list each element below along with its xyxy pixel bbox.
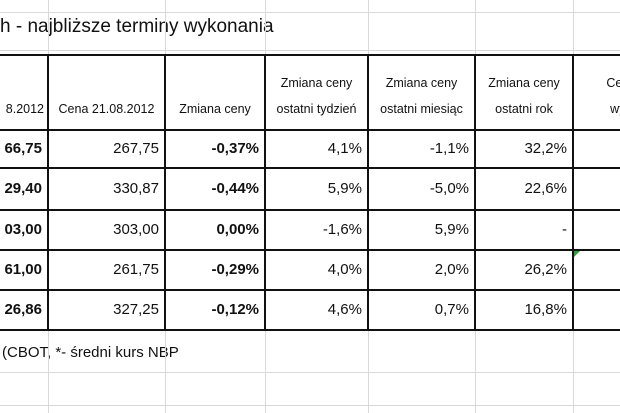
table-cell: -1,6% [322,221,362,238]
table-border [0,54,620,56]
header-line: ostatni miesiąc [380,102,463,116]
gridline [0,405,620,406]
header-cell: Cena 21.08.2012 [48,55,165,130]
footnote: (CBOT, *- średni kurs NBP [2,344,179,361]
gridline [573,0,574,413]
header-line: Zmiana ceny [488,76,560,90]
table-cell: -0,37% [211,140,259,157]
table-border [0,209,620,211]
table-cell: -0,29% [211,261,259,278]
table-cell: 5,9% [434,221,469,238]
table-cell: 327,25 [113,301,159,318]
table-border [264,55,266,330]
table-border [0,167,620,169]
header-line: Zmiana ceny [179,102,251,116]
header-cell: Cena 2 wyraz [573,55,620,130]
table-border [0,329,620,331]
table-cell: 0,00% [216,221,259,238]
table-cell: 330,87 [113,180,159,197]
gridline [0,12,620,13]
table-cell: 66,75 [4,140,42,157]
table-cell: - [562,221,567,238]
table-border [572,55,574,330]
table-border [0,129,620,131]
header-line: Cena 2 [606,76,620,90]
table-cell: 03,00 [4,221,42,238]
sheet-title: h - najbliższe terminy wykonania [0,16,274,37]
gridline [475,0,476,413]
header-cell: Zmiana ceny ostatni rok [475,55,573,130]
gridline [48,0,49,413]
table-cell: 4,1% [327,140,362,157]
header-line: wyraz [610,102,620,116]
table-border [367,55,369,330]
header-line: 8.2012 [5,102,44,116]
gridline [0,50,620,51]
header-cell: Zmiana ceny ostatni miesiąc [368,55,475,130]
header-cell: Zmiana ceny ostatni tydzień [265,55,368,130]
table-border [164,55,166,330]
table-cell: -1,1% [429,140,469,157]
table-cell: -0,44% [211,180,259,197]
table-cell: 267,75 [113,140,159,157]
table-cell: 5,9% [327,180,362,197]
table-cell: 61,00 [4,261,42,278]
header-cell: Zmiana ceny [165,55,265,130]
table-cell: 2,0% [434,261,469,278]
header-line: ostatni tydzień [276,102,357,116]
gridline [0,372,620,373]
table-border [47,55,49,330]
table-cell: 26,2% [524,261,567,278]
table-border [0,249,620,251]
gridline [265,0,266,413]
table-cell: 29,40 [4,180,42,197]
table-cell: 4,6% [327,301,362,318]
header-cell: 8.2012 [0,55,48,130]
comment-marker [574,251,580,257]
table-cell: 261,75 [113,261,159,278]
table-border [0,289,620,291]
header-line: Zmiana ceny [280,76,353,90]
table-cell: -5,0% [429,180,469,197]
table-border [474,55,476,330]
table-cell: 16,8% [524,301,567,318]
gridline [165,0,166,413]
table-cell: 22,6% [524,180,567,197]
table-cell: 26,86 [4,301,42,318]
table-cell: 4,0% [327,261,362,278]
table-cell: -0,12% [211,301,259,318]
header-line: ostatni rok [495,102,553,116]
header-line: Cena 21.08.2012 [58,102,155,116]
header-line: Zmiana ceny [385,76,458,90]
gridline [368,0,369,413]
table-cell: 303,00 [113,221,159,238]
table-cell: 32,2% [524,140,567,157]
table-cell: 0,7% [434,301,469,318]
